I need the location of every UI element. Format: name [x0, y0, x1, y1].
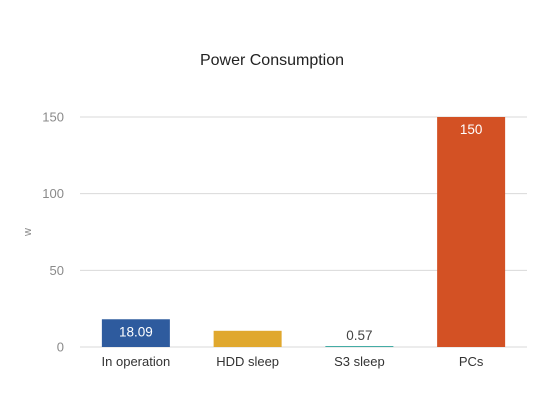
bar — [213, 330, 282, 347]
data-labels: 18.09 10.56 0.57 150 — [119, 122, 482, 343]
y-tick-label: 0 — [57, 340, 64, 355]
x-category-label: S3 sleep — [334, 354, 385, 369]
data-label: 0.57 — [346, 328, 372, 343]
bar — [437, 117, 506, 347]
y-tick-label: 100 — [42, 186, 64, 201]
y-axis-ticks: 0 50 100 150 — [42, 110, 64, 355]
x-category-label: In operation — [102, 354, 171, 369]
y-tick-label: 50 — [50, 263, 64, 278]
data-label: 10.56 — [231, 313, 265, 328]
y-axis-label: w — [22, 228, 34, 237]
bar — [325, 346, 394, 347]
chart-title: Power Consumption — [200, 52, 344, 69]
bars — [101, 117, 506, 347]
x-axis-categories: In operation HDD sleep S3 sleep PCs — [102, 354, 484, 369]
x-category-label: HDD sleep — [216, 354, 279, 369]
x-category-label: PCs — [459, 354, 484, 369]
data-label: 150 — [460, 122, 483, 137]
bar — [101, 319, 170, 347]
data-label: 18.09 — [119, 324, 153, 339]
y-tick-label: 150 — [42, 110, 64, 125]
